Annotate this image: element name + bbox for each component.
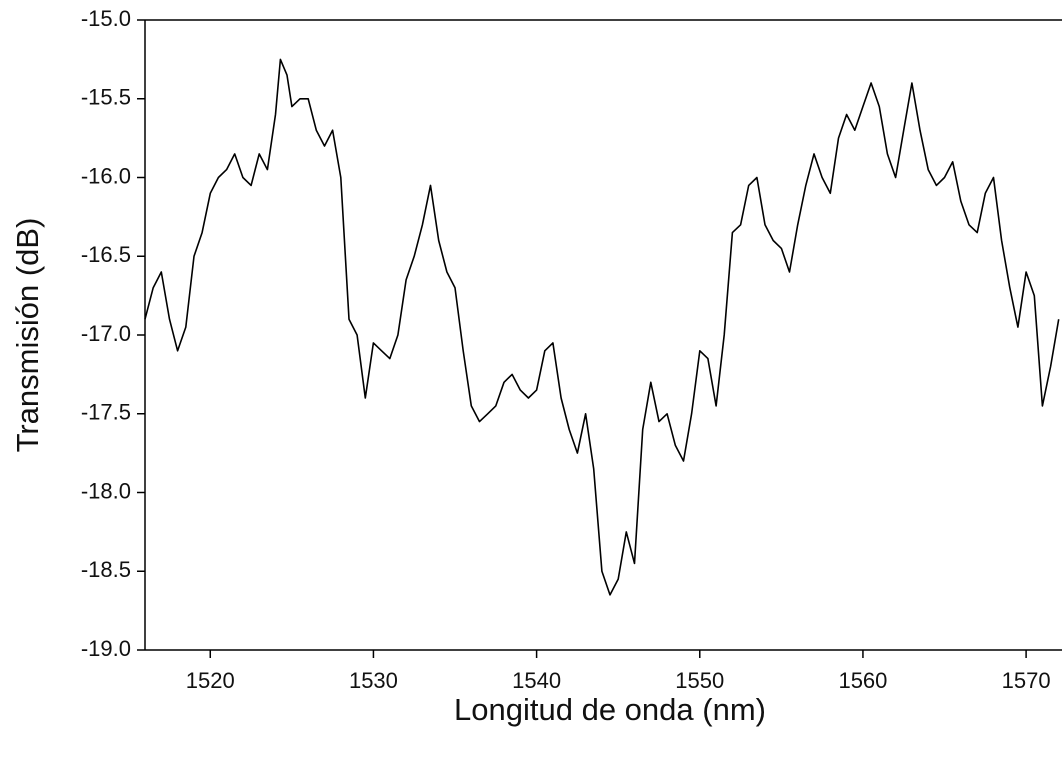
x-tick-label: 1570 [1002,668,1051,693]
y-tick-label: -15.0 [81,6,131,31]
x-tick-label: 1550 [675,668,724,693]
y-tick-label: -16.5 [81,242,131,267]
x-tick-label: 1530 [349,668,398,693]
y-tick-label: -15.5 [81,85,131,110]
x-axis-label: Longitud de onda (nm) [454,692,766,727]
y-tick-label: -19.0 [81,636,131,661]
y-axis-label: Transmisión (dB) [10,218,45,453]
y-tick-label: -18.0 [81,478,131,503]
y-tick-label: -17.5 [81,400,131,425]
x-tick-label: 1520 [186,668,235,693]
x-tick-label: 1560 [838,668,887,693]
y-tick-label: -18.5 [81,557,131,582]
x-tick-label: 1540 [512,668,561,693]
y-tick-label: -16.0 [81,163,131,188]
data-line [144,58,1060,596]
y-tick-label: -17.0 [81,321,131,346]
